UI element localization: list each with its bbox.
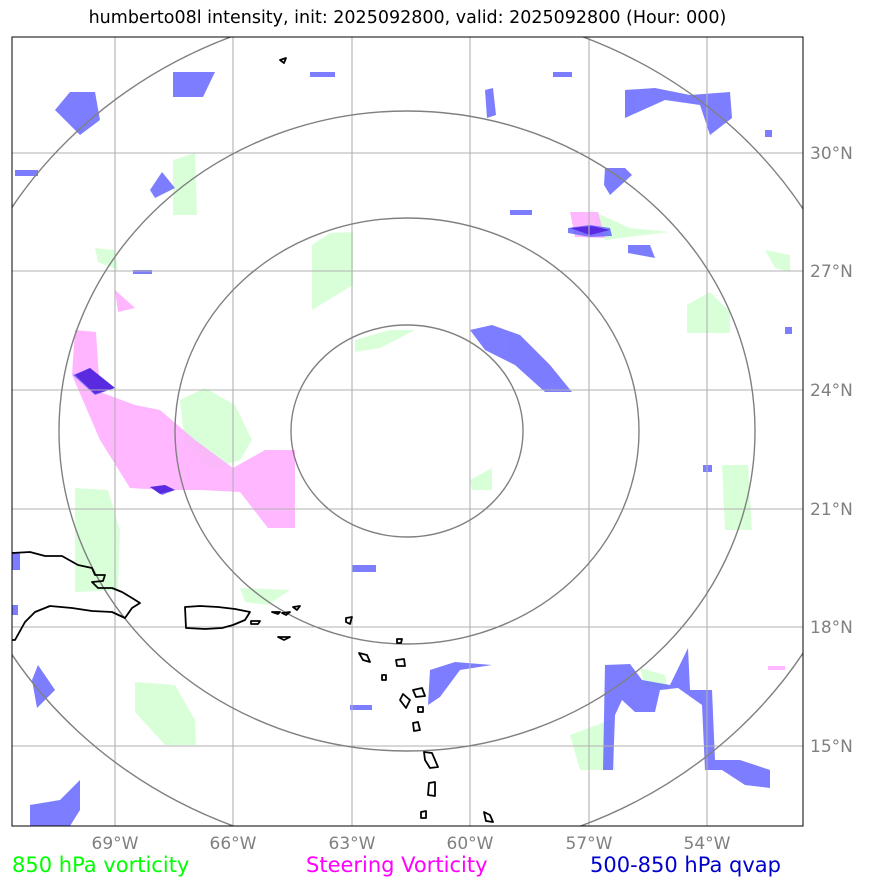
overlap-patch — [570, 226, 610, 235]
qvap-patch — [553, 72, 572, 77]
vort-patch — [355, 330, 415, 352]
island — [281, 611, 291, 616]
island — [395, 658, 406, 667]
legend-vorticity: 850 hPa vorticity — [12, 853, 190, 877]
graticule — [12, 37, 803, 826]
qvap-patch — [12, 552, 20, 570]
vort-patch — [722, 465, 752, 530]
qvap-patch — [150, 172, 175, 198]
lon-label: 60°W — [447, 834, 494, 854]
vort-patch — [687, 292, 730, 333]
lon-label: 69°W — [92, 834, 139, 854]
range-ring — [58, 110, 756, 752]
qvap-patch — [604, 168, 632, 195]
island — [423, 751, 439, 769]
lat-label: 18°N — [810, 618, 853, 638]
qvap-layer — [12, 72, 792, 826]
hispaniola-coast — [12, 551, 141, 641]
qvap-patch — [785, 327, 792, 334]
island — [483, 811, 494, 823]
lon-label: 57°W — [566, 834, 613, 854]
island — [412, 687, 426, 698]
qvap-patch — [352, 565, 376, 572]
lat-label: 24°N — [810, 381, 853, 401]
lat-label: 30°N — [810, 144, 853, 164]
qvap-patch — [30, 780, 80, 826]
qvap-patch — [310, 72, 335, 77]
qvap-patch — [470, 325, 572, 392]
island — [279, 57, 287, 64]
puerto-rico-coast — [184, 605, 251, 630]
island — [277, 636, 291, 641]
island — [271, 611, 281, 615]
steer-patch — [768, 666, 785, 670]
vort-patch — [765, 250, 790, 272]
map-border — [11, 36, 804, 827]
qvap-patch — [12, 605, 18, 615]
qvap-patch — [428, 662, 492, 705]
qvap-patch — [485, 88, 496, 118]
qvap-patch — [603, 648, 770, 788]
island — [292, 605, 301, 611]
overlap-patch — [75, 368, 115, 394]
island — [412, 721, 421, 732]
coastlines — [12, 57, 494, 823]
lat-label: 15°N — [810, 737, 853, 757]
range-ring — [290, 324, 524, 538]
qvap-patch — [625, 88, 732, 135]
lat-label: 21°N — [810, 500, 853, 520]
lat-labels: 30°N 27°N 24°N 21°N 18°N 15°N — [810, 144, 853, 757]
qvap-patch — [765, 130, 772, 137]
island — [396, 638, 403, 644]
qvap-patch — [55, 92, 100, 135]
island — [417, 706, 424, 713]
qvap-patch — [510, 210, 532, 215]
qvap-patch — [32, 665, 55, 708]
island — [358, 652, 371, 663]
vort-patch — [470, 468, 492, 490]
lon-label: 54°W — [684, 834, 731, 854]
qvap-patch — [15, 170, 38, 176]
qvap-patch — [628, 245, 655, 258]
range-ring — [174, 217, 640, 645]
lat-label: 27°N — [810, 262, 853, 282]
legend-qvap: 500-850 hPa qvap — [590, 853, 781, 877]
vort-patch — [240, 588, 290, 605]
range-rings — [12, 37, 803, 826]
island — [420, 810, 427, 819]
vort-patch — [95, 248, 118, 270]
island — [381, 674, 387, 681]
qvap-patch — [173, 72, 215, 97]
island — [427, 781, 436, 797]
qvap-patch — [350, 705, 372, 710]
legend-steering-vorticity: Steering Vorticity — [306, 853, 488, 877]
map-title: humberto08l intensity, init: 2025092800,… — [88, 8, 727, 28]
island — [345, 616, 353, 625]
steer-patch — [115, 290, 135, 312]
steer-patch — [72, 330, 295, 528]
lon-labels: 69°W 66°W 63°W 60°W 57°W 54°W — [92, 834, 731, 854]
lon-label: 66°W — [210, 834, 257, 854]
lon-label: 63°W — [329, 834, 376, 854]
overlap-patch — [150, 485, 175, 494]
island — [399, 693, 411, 709]
island — [250, 620, 261, 625]
overlap-layer — [75, 226, 610, 494]
vort-patch — [135, 682, 196, 745]
